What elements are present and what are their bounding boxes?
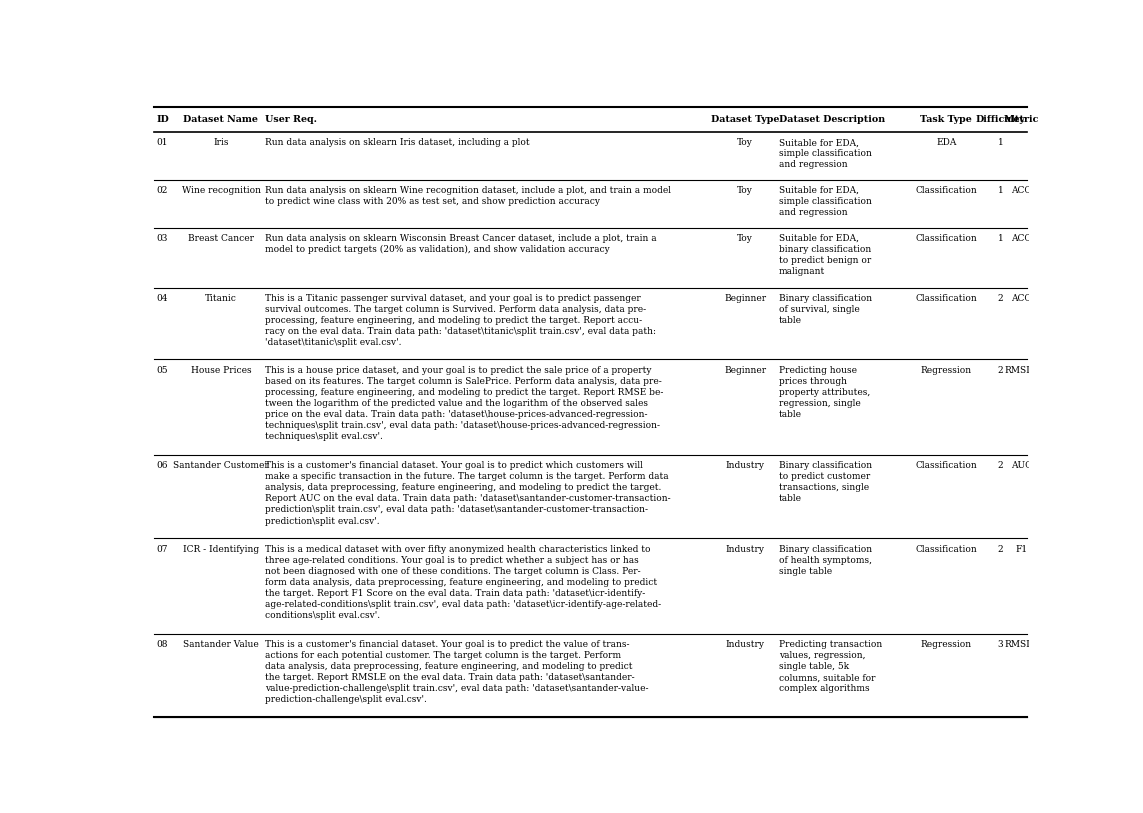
- Text: Classification: Classification: [916, 545, 977, 554]
- Text: Classification: Classification: [916, 461, 977, 470]
- Text: Iris: Iris: [214, 138, 229, 147]
- Text: Beginner: Beginner: [725, 294, 766, 303]
- Text: 1: 1: [998, 138, 1004, 147]
- Text: Industry: Industry: [726, 545, 765, 554]
- Text: Predicting house
prices through
property attributes,
regression, single
table: Predicting house prices through property…: [778, 366, 870, 419]
- Text: Industry: Industry: [726, 640, 765, 649]
- Text: Regression: Regression: [921, 366, 972, 375]
- Text: Run data analysis on sklearn Wisconsin Breast Cancer dataset, include a plot, tr: Run data analysis on sklearn Wisconsin B…: [265, 234, 657, 254]
- Text: Regression: Regression: [921, 640, 972, 649]
- Text: Beginner: Beginner: [725, 366, 766, 375]
- Text: 05: 05: [157, 366, 168, 375]
- Text: Dataset Name: Dataset Name: [183, 115, 257, 124]
- Text: 06: 06: [157, 461, 168, 470]
- Text: Toy: Toy: [737, 234, 753, 243]
- Text: 2: 2: [998, 461, 1004, 470]
- Text: Binary classification
of health symptoms,
single table: Binary classification of health symptoms…: [778, 545, 872, 576]
- Text: This is a medical dataset with over fifty anonymized health characteristics link: This is a medical dataset with over fift…: [265, 545, 662, 620]
- Text: Toy: Toy: [737, 138, 753, 147]
- Text: F1: F1: [1015, 545, 1028, 554]
- Text: 3: 3: [998, 640, 1004, 649]
- Text: User Req.: User Req.: [265, 115, 317, 124]
- Text: 2: 2: [998, 294, 1004, 303]
- Text: This is a customer's financial dataset. Your goal is to predict the value of tra: This is a customer's financial dataset. …: [265, 640, 648, 704]
- Text: AUC: AUC: [1012, 461, 1032, 470]
- Text: ACC: ACC: [1012, 234, 1032, 243]
- Text: 1: 1: [998, 234, 1004, 243]
- Text: Suitable for EDA,
binary classification
to predict benign or
malignant: Suitable for EDA, binary classification …: [778, 234, 871, 276]
- Text: Run data analysis on sklearn Iris dataset, including a plot: Run data analysis on sklearn Iris datase…: [265, 138, 529, 147]
- Text: Predicting transaction
values, regression,
single table, 5k
columns, suitable fo: Predicting transaction values, regressio…: [778, 640, 882, 693]
- Text: This is a house price dataset, and your goal is to predict the sale price of a p: This is a house price dataset, and your …: [265, 366, 663, 441]
- Text: 2: 2: [998, 545, 1004, 554]
- Text: 07: 07: [157, 545, 168, 554]
- Text: ACC: ACC: [1012, 294, 1032, 303]
- Text: Run data analysis on sklearn Wine recognition dataset, include a plot, and train: Run data analysis on sklearn Wine recogn…: [265, 186, 671, 207]
- Text: This is a customer's financial dataset. Your goal is to predict which customers : This is a customer's financial dataset. …: [265, 461, 671, 525]
- Text: Titanic: Titanic: [206, 294, 238, 303]
- Text: RMSLE: RMSLE: [1005, 366, 1039, 375]
- Text: Industry: Industry: [726, 461, 765, 470]
- Text: ID: ID: [157, 115, 169, 124]
- Text: Classification: Classification: [916, 294, 977, 303]
- Text: ACC: ACC: [1012, 186, 1032, 195]
- Text: Classification: Classification: [916, 186, 977, 195]
- Text: RMSLE: RMSLE: [1005, 640, 1039, 649]
- Text: Breast Cancer: Breast Cancer: [189, 234, 254, 243]
- Text: Difficulty: Difficulty: [975, 115, 1025, 124]
- Text: Toy: Toy: [737, 186, 753, 195]
- Text: Suitable for EDA,
simple classification
and regression: Suitable for EDA, simple classification …: [778, 186, 872, 217]
- Text: House Prices: House Prices: [191, 366, 251, 375]
- Text: 04: 04: [157, 294, 168, 303]
- Text: Suitable for EDA,
simple classification
and regression: Suitable for EDA, simple classification …: [778, 138, 872, 169]
- Text: Dataset Description: Dataset Description: [778, 115, 885, 124]
- Text: Wine recognition: Wine recognition: [182, 186, 261, 195]
- Text: 02: 02: [157, 186, 168, 195]
- Text: 08: 08: [157, 640, 168, 649]
- Text: 1: 1: [998, 186, 1004, 195]
- Text: 01: 01: [157, 138, 168, 147]
- Text: ICR - Identifying: ICR - Identifying: [183, 545, 259, 554]
- Text: Binary classification
of survival, single
table: Binary classification of survival, singl…: [778, 294, 872, 325]
- Text: Metric: Metric: [1004, 115, 1039, 124]
- Text: EDA: EDA: [936, 138, 957, 147]
- Text: Task Type: Task Type: [920, 115, 973, 124]
- Text: Dataset Type: Dataset Type: [711, 115, 780, 124]
- Text: Binary classification
to predict customer
transactions, single
table: Binary classification to predict custome…: [778, 461, 872, 503]
- Text: 2: 2: [998, 366, 1004, 375]
- Text: Santander Customer: Santander Customer: [174, 461, 269, 470]
- Text: Classification: Classification: [916, 234, 977, 243]
- Text: Santander Value: Santander Value: [183, 640, 259, 649]
- Text: This is a Titanic passenger survival dataset, and your goal is to predict passen: This is a Titanic passenger survival dat…: [265, 294, 656, 347]
- Text: 03: 03: [157, 234, 168, 243]
